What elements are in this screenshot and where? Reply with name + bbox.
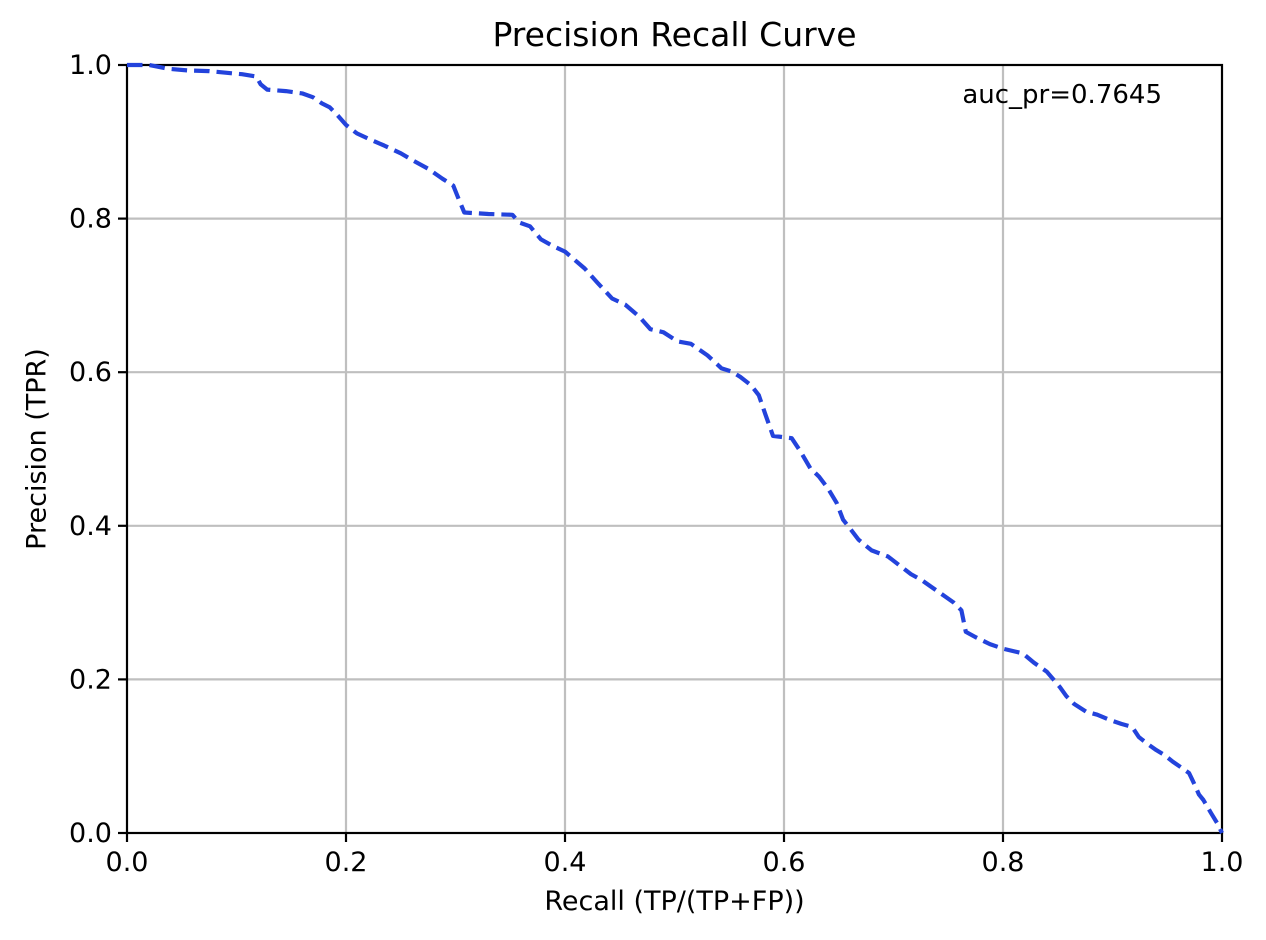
y-axis-label: Precision (TPR) [21,348,53,550]
y-tick-label: 0.8 [69,204,112,235]
x-tick-label: 0.6 [763,847,806,878]
y-tick-label: 0.4 [69,511,112,542]
y-tick-label: 1.0 [69,50,112,81]
x-tick-label: 0.2 [325,847,368,878]
x-tick-label: 0.0 [106,847,149,878]
x-axis-label: Recall (TP/(TP+FP)) [544,886,805,917]
chart-title: Precision Recall Curve [492,15,857,54]
y-tick-label: 0.0 [69,818,112,849]
pr-curve-line [127,62,1224,834]
auc-annotation: auc_pr=0.7645 [962,80,1162,110]
axes-frame [125,63,1224,835]
y-tick-label: 0.2 [69,664,112,695]
x-tick-label: 0.4 [544,847,587,878]
x-tick-label: 0.8 [982,847,1025,878]
y-tick-label: 0.6 [69,357,112,388]
x-tick-label: 1.0 [1201,847,1244,878]
